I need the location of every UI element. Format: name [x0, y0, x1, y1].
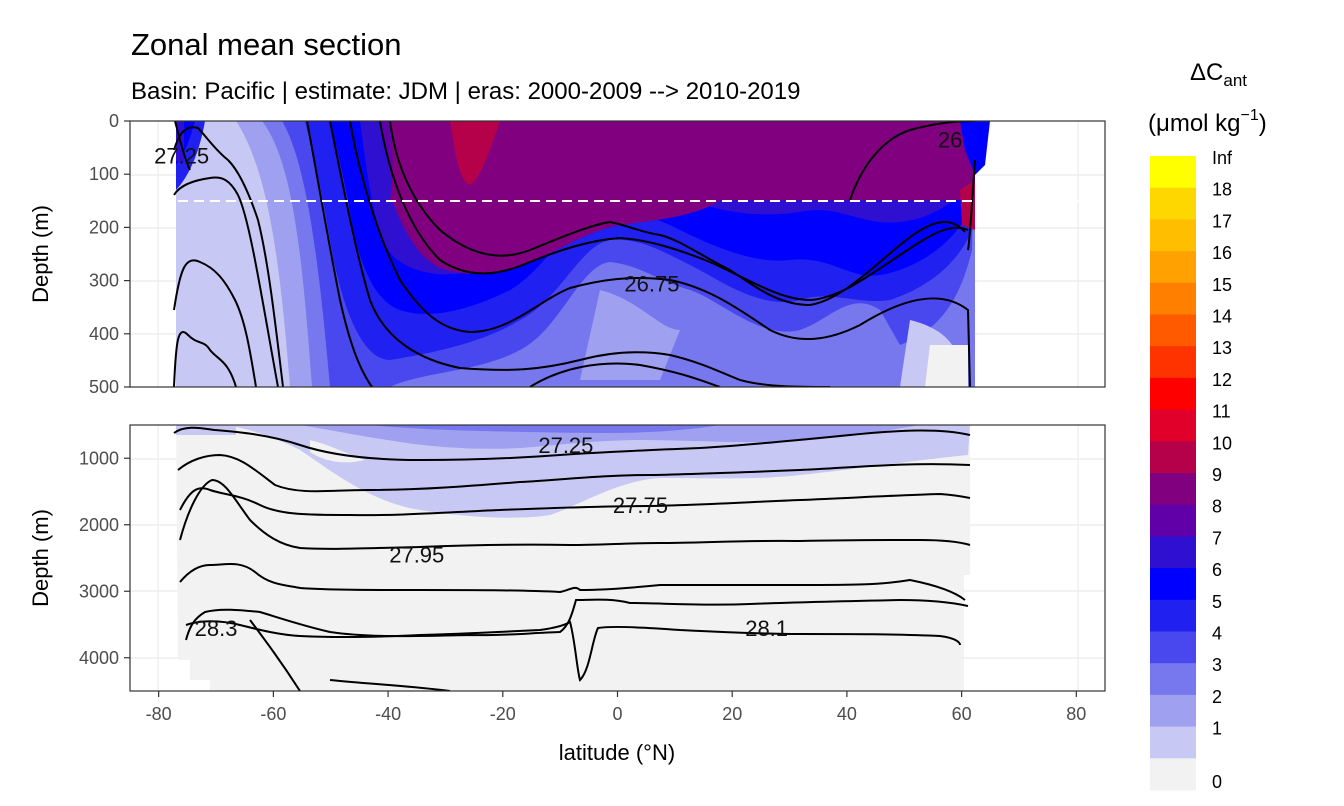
lower-panel-fill	[176, 425, 970, 691]
legend-swatch	[1150, 282, 1196, 315]
contour-label: 26.75	[624, 271, 679, 296]
x-tick-label: 60	[952, 704, 972, 724]
legend-label: 0	[1212, 772, 1222, 792]
x-tick-label: -60	[260, 704, 286, 724]
y-tick-label: 0	[109, 111, 119, 131]
x-axis-label: latitude (°N)	[559, 740, 675, 765]
legend-swatch	[1150, 219, 1196, 252]
x-axis-ticks: -80 -60 -40 -20 0 20 40 60 80	[146, 691, 1086, 724]
x-tick-label: 80	[1066, 704, 1086, 724]
y-tick-label: 300	[89, 271, 119, 291]
legend-label: 8	[1212, 497, 1222, 517]
legend-label: 17	[1212, 211, 1232, 231]
legend-swatch	[1150, 346, 1196, 379]
upper-panel: 27.25 26.75 26 0 100 200 300 400 500	[89, 111, 1106, 397]
lower-panel: 27.25 27.75 27.95 28.3 28.1 1000 2000 3000 4000	[79, 424, 1106, 692]
legend-swatch	[1150, 314, 1196, 347]
x-tick-label: -40	[375, 704, 401, 724]
legend-swatch	[1150, 631, 1196, 664]
y-axis-label-lower: Depth (m)	[28, 509, 53, 607]
contour-label: 26	[938, 128, 962, 153]
y-tick-label: 3000	[79, 581, 119, 601]
x-tick-label: 0	[612, 704, 622, 724]
legend-label: 10	[1212, 433, 1232, 453]
legend-swatch	[1150, 536, 1196, 569]
legend-swatch	[1150, 473, 1196, 506]
x-tick-label: -20	[490, 704, 516, 724]
y-tick-label: 400	[89, 324, 119, 344]
chart-title: Zonal mean section	[131, 27, 402, 62]
y-tick-label: 200	[89, 217, 119, 237]
y-tick-label: 1000	[79, 448, 119, 468]
y-tick-label: 4000	[79, 648, 119, 668]
legend-label: 4	[1212, 624, 1222, 644]
legend-swatch	[1150, 694, 1196, 728]
lower-panel-isopycnals	[173, 426, 971, 691]
legend-label: 5	[1212, 592, 1222, 612]
x-tick-label: -80	[146, 704, 172, 724]
contour-label: 28.1	[745, 616, 788, 641]
legend-swatch	[1150, 187, 1196, 220]
legend-label: 6	[1212, 560, 1222, 580]
legend-label: 13	[1212, 338, 1232, 358]
upper-panel-isopycnals	[173, 121, 976, 387]
legend-swatch	[1150, 409, 1196, 442]
upper-panel-fill	[176, 121, 990, 387]
legend-swatch	[1150, 251, 1196, 284]
x-tick-label: 40	[837, 704, 857, 724]
legend-swatch	[1150, 663, 1196, 696]
legend-swatch	[1150, 726, 1196, 759]
chart-subtitle: Basin: Pacific | estimate: JDM | eras: 2…	[131, 78, 800, 105]
legend-title: ΔCant	[1190, 59, 1247, 90]
y-tick-label: 100	[89, 164, 119, 184]
legend-label: 11	[1212, 402, 1231, 422]
contour-label: 28.3	[195, 616, 238, 641]
legend-label: 18	[1212, 180, 1232, 200]
y-tick-label: 2000	[79, 515, 119, 535]
legend-label: 9	[1212, 465, 1222, 485]
legend-swatch	[1150, 377, 1196, 411]
legend-label: Inf	[1212, 148, 1233, 168]
contour-label: 27.25	[154, 144, 209, 169]
legend-label: 1	[1212, 719, 1222, 739]
legend-label: 12	[1212, 370, 1232, 390]
legend-label: 2	[1212, 687, 1222, 707]
contour-label: 27.75	[613, 493, 668, 518]
contour-label: 27.95	[389, 543, 444, 568]
contour-label: 27.25	[538, 433, 593, 458]
y-tick-label: 500	[89, 377, 119, 397]
y-axis-label-upper: Depth (m)	[28, 205, 53, 303]
legend-swatch	[1150, 441, 1196, 474]
legend-units: (μmol kg−1)	[1148, 107, 1267, 137]
legend-swatch	[1150, 758, 1196, 791]
legend: ΔCant (μmol kg−1) Inf1817161514131211109…	[1148, 59, 1267, 792]
legend-label: 14	[1212, 307, 1232, 327]
legend-label: 3	[1212, 655, 1222, 675]
legend-label: 15	[1212, 275, 1232, 295]
legend-swatch	[1150, 156, 1196, 189]
legend-swatch	[1150, 504, 1196, 537]
legend-label: 7	[1212, 528, 1222, 548]
legend-swatch	[1150, 568, 1196, 601]
legend-label: 16	[1212, 243, 1232, 263]
legend-swatch	[1150, 599, 1196, 632]
x-tick-label: 20	[722, 704, 742, 724]
